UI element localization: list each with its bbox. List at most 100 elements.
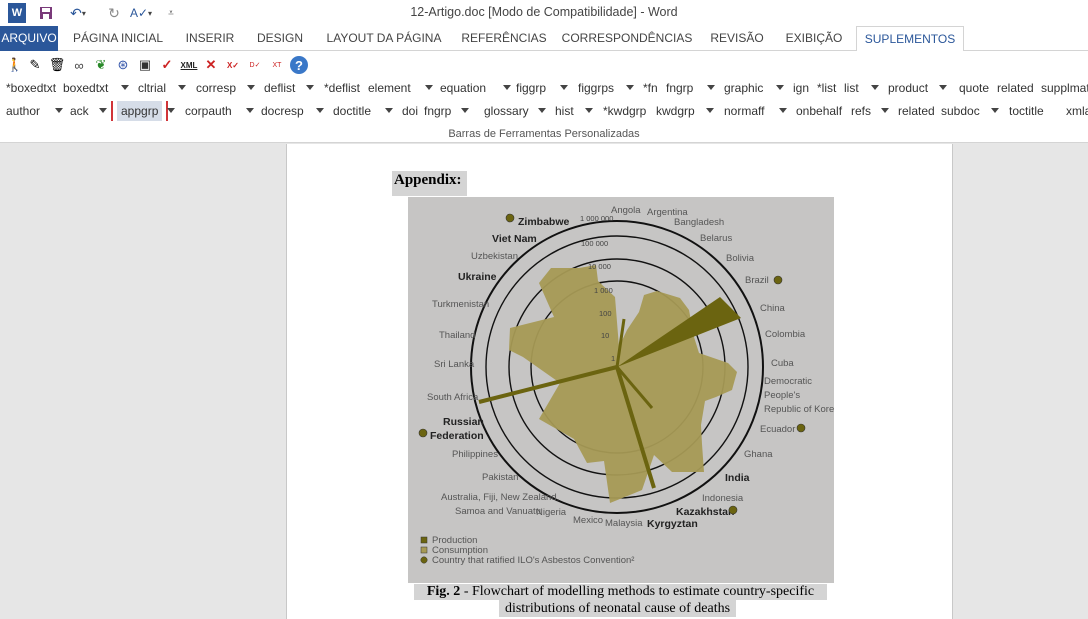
save-icon[interactable]	[38, 3, 54, 23]
spelling-icon[interactable]: A✓ ▾	[129, 6, 153, 20]
xml-validate-icon[interactable]: X✓	[226, 60, 240, 70]
dropdown-caret-icon[interactable]	[706, 108, 714, 113]
dropdown-caret-icon[interactable]	[538, 108, 546, 113]
xml-text-icon[interactable]: XT	[272, 61, 282, 69]
tb1-element-button[interactable]: element	[368, 81, 411, 95]
tb1-boxedtxt-button[interactable]: *boxedtxt	[6, 81, 57, 95]
pen-icon[interactable]: ✎	[29, 57, 41, 72]
tb1-boxedtxt-button[interactable]: boxedtxt	[63, 81, 109, 95]
tb2-glossary-button[interactable]: glossary	[484, 104, 529, 118]
tb1-cltrial-button[interactable]: cltrial	[138, 81, 167, 95]
tb1-list-button[interactable]: *list	[817, 81, 837, 95]
tb2-onbehalf-button[interactable]: onbehalf	[796, 104, 843, 118]
tab-revisao[interactable]: REVISÃO	[710, 31, 764, 45]
tb2-fngrp-button[interactable]: fngrp	[424, 104, 452, 118]
dropdown-caret-icon[interactable]	[247, 85, 255, 90]
globe-icon[interactable]: ⊛	[117, 57, 129, 72]
tb2-refs-button[interactable]: refs	[851, 104, 872, 118]
tb1-supplmat-button[interactable]: supplmat	[1041, 81, 1088, 95]
tab-correspondencias[interactable]: CORRESPONDÊNCIAS	[561, 31, 693, 45]
dropdown-caret-icon[interactable]	[626, 85, 634, 90]
delete-icon[interactable]: ✕	[205, 57, 217, 72]
country-label: Nigeria	[536, 507, 567, 518]
dropdown-caret-icon[interactable]	[385, 108, 393, 113]
document-page[interactable]: Appendix: 1 10 100 1 000 10 000 100 000 1 000 …	[286, 144, 953, 619]
dropdown-caret-icon[interactable]	[461, 108, 469, 113]
tb2-toctitle-button[interactable]: toctitle	[1009, 104, 1044, 118]
tab-layout-da-pagina[interactable]: LAYOUT DA PÁGINA	[326, 31, 442, 45]
tb1-product-button[interactable]: product	[888, 81, 929, 95]
tab-arquivo[interactable]: ARQUIVO	[0, 26, 58, 51]
word-icon[interactable]: W	[8, 3, 26, 23]
country-label: Cuba	[771, 358, 794, 369]
tb1-list-button[interactable]: list	[844, 81, 859, 95]
dropdown-caret-icon[interactable]	[306, 85, 314, 90]
person-icon[interactable]: 🚶	[6, 57, 24, 72]
tb1-related-button[interactable]: related	[997, 81, 1034, 95]
tb1-figgrps-button[interactable]: figgrps	[578, 81, 615, 95]
tb1-deflist-button[interactable]: *deflist	[324, 81, 361, 95]
tb2-doi-button[interactable]: doi	[402, 104, 419, 118]
dropdown-caret-icon[interactable]	[316, 108, 324, 113]
dropdown-caret-icon[interactable]	[881, 108, 889, 113]
tab-exibicao[interactable]: EXIBIÇÃO	[785, 31, 843, 45]
dropdown-caret-icon[interactable]	[871, 85, 879, 90]
tb1-quote-button[interactable]: quote	[959, 81, 990, 95]
trash-icon[interactable]: 🗑	[48, 57, 66, 72]
dropdown-caret-icon[interactable]	[55, 108, 63, 113]
tb2-ack-button[interactable]: ack	[70, 104, 89, 118]
tb2-xmlabstr-button[interactable]: xmlabstr	[1066, 104, 1088, 118]
dropdown-caret-icon[interactable]	[246, 108, 254, 113]
tb2-subdoc-button[interactable]: subdoc	[941, 104, 980, 118]
dropdown-caret-icon[interactable]	[707, 85, 715, 90]
tb2-kwdgrp-button[interactable]: kwdgrp	[656, 104, 695, 118]
dropdown-caret-icon[interactable]	[178, 85, 186, 90]
tab-design[interactable]: DESIGN	[256, 31, 303, 45]
tb2-docresp-button[interactable]: docresp	[261, 104, 304, 118]
tb2-corpauth-button[interactable]: corpauth	[185, 104, 232, 118]
dropdown-caret-icon[interactable]	[585, 108, 593, 113]
tb1-equation-button[interactable]: equation	[440, 81, 487, 95]
redo-icon[interactable]: ↻	[108, 4, 120, 21]
dropdown-caret-icon[interactable]	[779, 108, 787, 113]
tb1-fngrp-button[interactable]: fngrp	[666, 81, 694, 95]
dropdown-caret-icon[interactable]	[939, 85, 947, 90]
dropdown-caret-icon[interactable]	[121, 85, 129, 90]
tb2-doctitle-button[interactable]: doctitle	[333, 104, 372, 118]
tb2-kwdgrp-button[interactable]: *kwdgrp	[603, 104, 647, 118]
help-icon[interactable]: ?	[290, 56, 308, 74]
save-disk-icon[interactable]: ▣	[138, 57, 152, 72]
tab-inserir[interactable]: INSERIR	[185, 31, 235, 45]
tb2-normaff-button[interactable]: normaff	[724, 104, 765, 118]
tab-pagina-inicial[interactable]: PÁGINA INICIAL	[72, 31, 164, 45]
undo-icon[interactable]: ↶ ▾	[70, 4, 86, 21]
country-label: Zimbabwe	[518, 216, 570, 228]
dropdown-caret-icon[interactable]	[99, 108, 107, 113]
dropdown-caret-icon[interactable]	[776, 85, 784, 90]
tree-icon[interactable]: ❦	[95, 57, 107, 72]
check-icon[interactable]: ✓	[161, 57, 173, 72]
ribbon-tabs: ARQUIVO PÁGINA INICIAL INSERIR DESIGN LA…	[0, 26, 1088, 52]
dropdown-caret-icon[interactable]	[560, 85, 568, 90]
dropdown-caret-icon[interactable]	[503, 85, 511, 90]
document-area[interactable]: Appendix: 1 10 100 1 000 10 000 100 000 1 000 …	[0, 144, 1088, 619]
tab-referencias[interactable]: REFERÊNCIAS	[461, 31, 547, 45]
link-icon[interactable]: ∞	[74, 57, 84, 73]
customize-icon[interactable]: ⩡	[168, 7, 174, 19]
tb1-fn-button[interactable]: *fn	[643, 81, 658, 95]
tb2-related-button[interactable]: related	[898, 104, 935, 118]
tb2-appgrp-button[interactable]: appgrp	[110, 101, 169, 121]
dropdown-caret-icon[interactable]	[167, 108, 175, 113]
tb2-author-button[interactable]: author	[6, 104, 41, 118]
data-icon[interactable]: D✓	[249, 62, 261, 69]
tb1-ign-button[interactable]: ign	[793, 81, 810, 95]
dropdown-caret-icon[interactable]	[425, 85, 433, 90]
tb1-corresp-button[interactable]: corresp	[196, 81, 237, 95]
tb1-deflist-button[interactable]: deflist	[264, 81, 296, 95]
tb1-figgrp-button[interactable]: figgrp	[516, 81, 547, 95]
dropdown-caret-icon[interactable]	[991, 108, 999, 113]
xml-icon[interactable]: XML	[180, 60, 198, 70]
tab-suplementos[interactable]: SUPLEMENTOS	[856, 26, 964, 52]
tb1-graphic-button[interactable]: graphic	[724, 81, 764, 95]
tb2-hist-button[interactable]: hist	[555, 104, 574, 118]
